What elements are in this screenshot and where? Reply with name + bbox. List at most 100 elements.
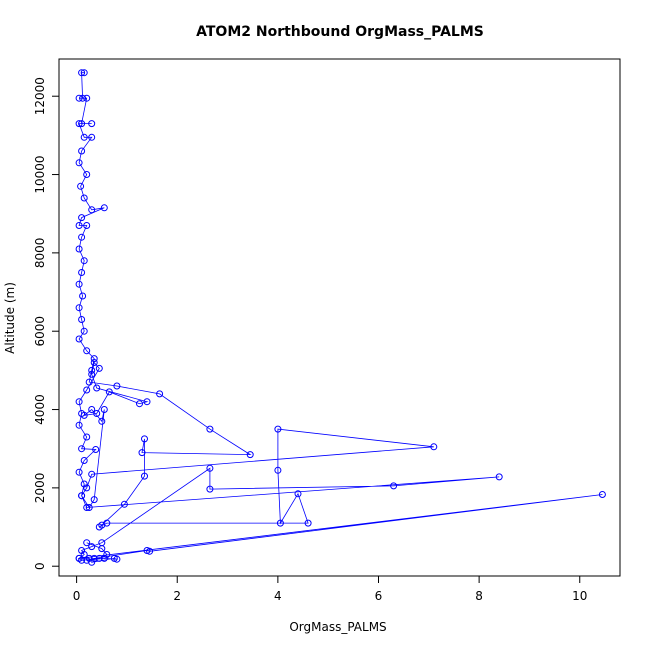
data-point	[93, 384, 101, 392]
data-point	[83, 539, 91, 547]
data-point	[90, 359, 98, 366]
data-point	[88, 470, 96, 478]
data-point	[90, 355, 98, 363]
data-point	[294, 490, 302, 498]
data-point	[78, 492, 86, 500]
data-point	[78, 147, 86, 155]
data-point	[83, 504, 91, 511]
data-point	[83, 347, 91, 355]
data-point	[80, 551, 88, 558]
y-axis-label: Altitude (m)	[3, 282, 17, 354]
data-point	[85, 554, 93, 562]
data-point	[206, 485, 214, 493]
data-point	[430, 443, 438, 451]
x-tick-label: 2	[173, 589, 181, 603]
data-point	[80, 457, 88, 464]
y-axis: 0 2000 4000 6000 8000 10000 12000	[33, 77, 60, 570]
x-axis-label: OrgMass_PALMS	[289, 620, 386, 634]
data-point	[105, 388, 113, 396]
data-point	[75, 335, 83, 343]
data-point	[110, 554, 118, 562]
data-point	[92, 446, 100, 453]
data-point	[80, 133, 88, 141]
data-point	[120, 500, 128, 508]
data-point	[136, 400, 143, 408]
data-point	[143, 547, 151, 554]
data-point	[206, 425, 214, 433]
data-point	[274, 466, 282, 474]
data-point	[100, 204, 108, 212]
data-point	[75, 245, 83, 253]
data-point	[88, 366, 96, 374]
data-point	[95, 364, 103, 372]
data-point	[495, 473, 503, 481]
x-axis: 0 2 4 6 8 10	[73, 575, 587, 603]
data-point	[598, 491, 606, 498]
data-point	[78, 69, 86, 77]
y-tick-label: 2000	[33, 473, 47, 504]
data-point	[78, 316, 86, 323]
data-point	[95, 554, 103, 562]
y-tick-label: 6000	[33, 316, 47, 347]
data-point	[100, 406, 108, 413]
y-tick-label: 0	[33, 562, 47, 570]
data-point	[88, 370, 96, 378]
data-point	[390, 482, 398, 490]
data-point	[143, 398, 151, 406]
chart-title: ATOM2 Northbound OrgMass_PALMS	[196, 24, 484, 40]
data-point	[78, 410, 86, 417]
data-point	[75, 120, 83, 128]
data-point	[78, 120, 86, 128]
data-point	[77, 182, 85, 190]
data-point	[103, 519, 111, 527]
data-point	[103, 551, 111, 558]
data-point	[88, 133, 96, 141]
data-point	[88, 543, 96, 551]
data-point	[98, 545, 106, 553]
data-point	[276, 519, 284, 527]
data-point	[83, 222, 91, 229]
data-point	[78, 445, 86, 453]
data-point	[79, 292, 87, 300]
data-point	[90, 496, 98, 504]
x-tick-label: 8	[475, 589, 483, 603]
data-point	[78, 556, 86, 564]
data-point	[274, 425, 282, 433]
data-point	[83, 386, 91, 394]
data-point	[113, 382, 121, 390]
data-point	[85, 504, 93, 511]
data-point	[80, 257, 88, 265]
data-point	[88, 406, 96, 413]
x-tick-label: 10	[572, 589, 587, 603]
data-point	[138, 449, 146, 457]
x-tick-label: 4	[274, 589, 282, 603]
data-point	[78, 233, 86, 241]
data-point	[80, 327, 88, 335]
data-point	[75, 222, 83, 229]
data-point	[85, 378, 93, 386]
y-tick-label: 4000	[33, 394, 47, 425]
data-point	[75, 468, 83, 476]
data-point	[95, 523, 103, 531]
x-tick-label: 6	[375, 589, 383, 603]
data-point	[80, 194, 88, 202]
data-point	[75, 398, 83, 406]
data-point	[206, 464, 214, 472]
y-tick-label: 12000	[33, 77, 47, 115]
data-point	[75, 94, 83, 102]
y-tick-label: 8000	[33, 238, 47, 269]
data-point	[98, 417, 106, 425]
data-point	[83, 433, 91, 441]
data-point	[88, 120, 96, 128]
data-point	[75, 159, 83, 167]
data-point	[75, 421, 83, 429]
data-point	[78, 269, 86, 276]
data-point	[156, 390, 164, 398]
data-point	[88, 206, 96, 214]
x-tick-label: 0	[73, 589, 81, 603]
data-point	[80, 69, 88, 77]
data-point	[78, 214, 86, 222]
data-point	[83, 94, 91, 102]
